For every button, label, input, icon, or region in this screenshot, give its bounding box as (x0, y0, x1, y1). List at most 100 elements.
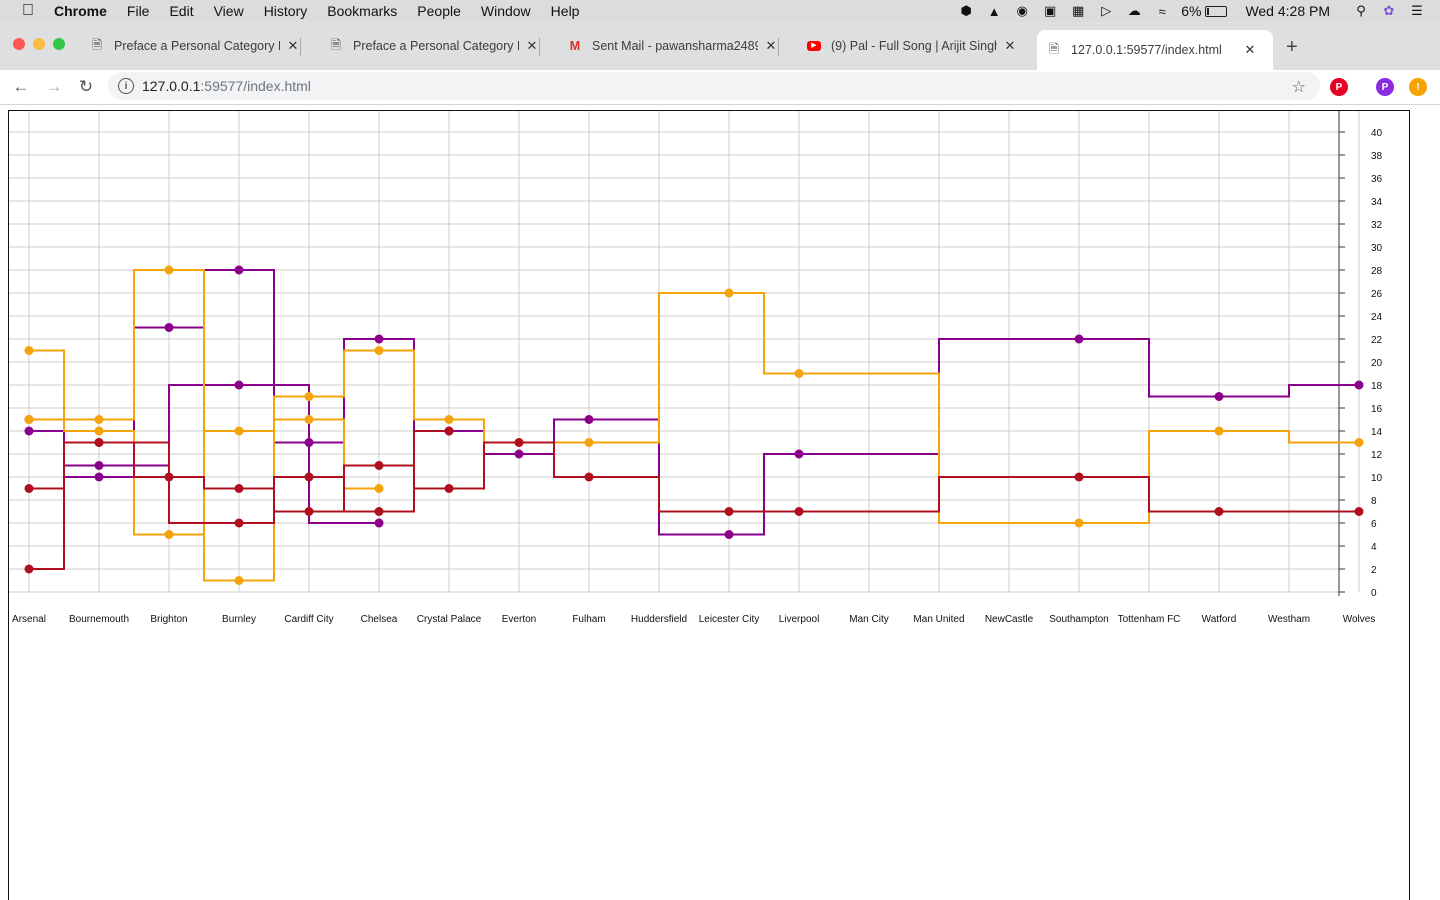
close-tab-icon[interactable]: ✕ (765, 38, 777, 53)
tab-1[interactable]: 🗎 Preface a Personal Category Fl ✕ (90, 32, 301, 60)
x-tick-label: NewCastle (985, 614, 1034, 625)
y-tick-label: 20 (1371, 358, 1383, 369)
tab-4[interactable]: ▶ (9) Pal - Full Song | Arijit Singh ✕ (807, 32, 1017, 60)
vlc-icon[interactable]: ▲ (987, 3, 1001, 19)
status-app-icon[interactable]: ⬢ (960, 3, 972, 18)
close-window-button[interactable] (13, 38, 25, 50)
data-point (24, 346, 34, 355)
menu-app-name[interactable]: Chrome (54, 3, 107, 19)
camera-icon[interactable]: ◉ (1016, 3, 1028, 18)
wifi-icon[interactable]: ≈ (1158, 3, 1166, 19)
new-tab-button[interactable]: + (1286, 36, 1298, 58)
series-line-red-5 (29, 430, 449, 570)
avatar[interactable]: P (1376, 78, 1394, 96)
y-tick-label: 36 (1371, 174, 1383, 185)
x-tick-label: Liverpool (779, 614, 820, 625)
grid-icon[interactable]: ▦ (1072, 3, 1085, 18)
data-point (1074, 472, 1084, 482)
x-tick-label: Bournemouth (69, 614, 129, 625)
status-area: ⬢ ▲ ◉ ▣ ▦ ▷ ☁ ≈ 6% Wed 4:28 PM ⚲ ✿ ☰ (957, 0, 1440, 22)
data-point (234, 518, 244, 528)
calendar-icon[interactable]: ▣ (1044, 3, 1057, 18)
data-point (514, 438, 524, 447)
minimize-window-button[interactable] (33, 38, 45, 50)
clock[interactable]: Wed 4:28 PM (1245, 3, 1330, 19)
apple-icon[interactable]:  (20, 2, 36, 19)
play-icon[interactable]: ▷ (1101, 3, 1112, 18)
data-point (374, 484, 384, 493)
menu-people[interactable]: People (417, 3, 461, 19)
data-point (584, 415, 594, 424)
close-tab-icon[interactable]: ✕ (526, 38, 538, 53)
data-point (444, 484, 454, 493)
y-tick-label: 40 (1371, 128, 1383, 139)
x-tick-label: Man City (849, 614, 888, 625)
menu-file[interactable]: File (126, 3, 150, 19)
x-tick-label: Tottenham FC (1118, 614, 1181, 625)
menu-bookmarks[interactable]: Bookmarks (327, 3, 398, 19)
data-point (304, 415, 314, 424)
tab-3[interactable]: M Sent Mail - pawansharma2489 ✕ (568, 32, 779, 60)
notification-center-icon[interactable]: ☰ (1411, 3, 1423, 18)
reload-button[interactable]: ↻ (78, 77, 94, 96)
x-tick-label: Leicester City (699, 614, 760, 625)
data-point (164, 472, 174, 482)
pinterest-icon[interactable]: P (1330, 78, 1348, 96)
menu-view[interactable]: View (213, 3, 244, 19)
data-point (24, 484, 34, 493)
extension-alert-icon[interactable]: ! (1409, 78, 1427, 96)
address-bar[interactable]: i 127.0.0.1:59577/index.html ☆ (108, 72, 1320, 100)
battery-icon[interactable] (1205, 5, 1228, 17)
data-point (304, 507, 314, 516)
tab-active[interactable]: 🗎 127.0.0.1:59577/index.html ✕ (1037, 30, 1273, 70)
siri-icon[interactable]: ✿ (1383, 3, 1395, 18)
data-point (794, 507, 804, 516)
tab-title: (9) Pal - Full Song | Arijit Singh (831, 39, 997, 53)
tab-title: Preface a Personal Category Fl (114, 39, 280, 53)
youtube-icon: ▶ (807, 39, 821, 53)
y-tick-label: 32 (1371, 220, 1383, 231)
menu-history[interactable]: History (263, 3, 308, 19)
y-tick-label: 0 (1371, 588, 1377, 599)
search-icon[interactable]: ⚲ (1356, 3, 1366, 18)
tab-2[interactable]: 🗎 Preface a Personal Category Fl ✕ (329, 32, 540, 60)
data-point (724, 507, 734, 516)
data-point (584, 438, 594, 447)
data-point (1354, 380, 1364, 390)
document-icon: 🗎 (91, 37, 103, 52)
y-tick-label: 2 (1371, 565, 1377, 576)
y-tick-label: 28 (1371, 266, 1383, 277)
close-tab-icon[interactable]: ✕ (1004, 38, 1016, 53)
data-point (374, 461, 384, 470)
y-tick-label: 10 (1371, 473, 1383, 484)
x-tick-label: Everton (502, 614, 536, 625)
x-tick-label: Fulham (572, 614, 605, 625)
data-point (444, 426, 454, 436)
address-url[interactable]: 127.0.0.1:59577/index.html (142, 78, 311, 94)
y-tick-label: 18 (1371, 381, 1383, 392)
bookmark-star-icon[interactable]: ☆ (1291, 79, 1306, 96)
browser-toolbar: ← → ↻ i 127.0.0.1:59577/index.html ☆ P P… (0, 70, 1440, 105)
x-tick-label: Arsenal (12, 614, 46, 625)
data-point (584, 472, 594, 482)
y-tick-label: 38 (1371, 151, 1383, 162)
close-tab-icon[interactable]: ✕ (1244, 42, 1256, 57)
cloud-icon[interactable]: ☁ (1127, 3, 1141, 18)
macos-menubar:  Chrome File Edit View History Bookmark… (0, 0, 1440, 22)
forward-button[interactable]: → (45, 77, 63, 96)
info-icon[interactable]: i (118, 78, 134, 94)
y-tick-label: 16 (1371, 404, 1383, 415)
zoom-window-button[interactable] (53, 38, 65, 50)
data-point (374, 507, 384, 516)
menu-help[interactable]: Help (550, 3, 580, 19)
menu-edit[interactable]: Edit (169, 3, 194, 19)
data-point (514, 449, 524, 459)
menu-window[interactable]: Window (480, 3, 531, 19)
y-tick-label: 8 (1371, 496, 1377, 507)
close-tab-icon[interactable]: ✕ (287, 38, 299, 53)
x-tick-label: Wolves (1343, 614, 1376, 625)
series-line-orange-2 (29, 269, 1359, 582)
series-line-red-4 (29, 441, 1359, 513)
data-point (794, 369, 804, 378)
back-button[interactable]: ← (12, 77, 30, 96)
